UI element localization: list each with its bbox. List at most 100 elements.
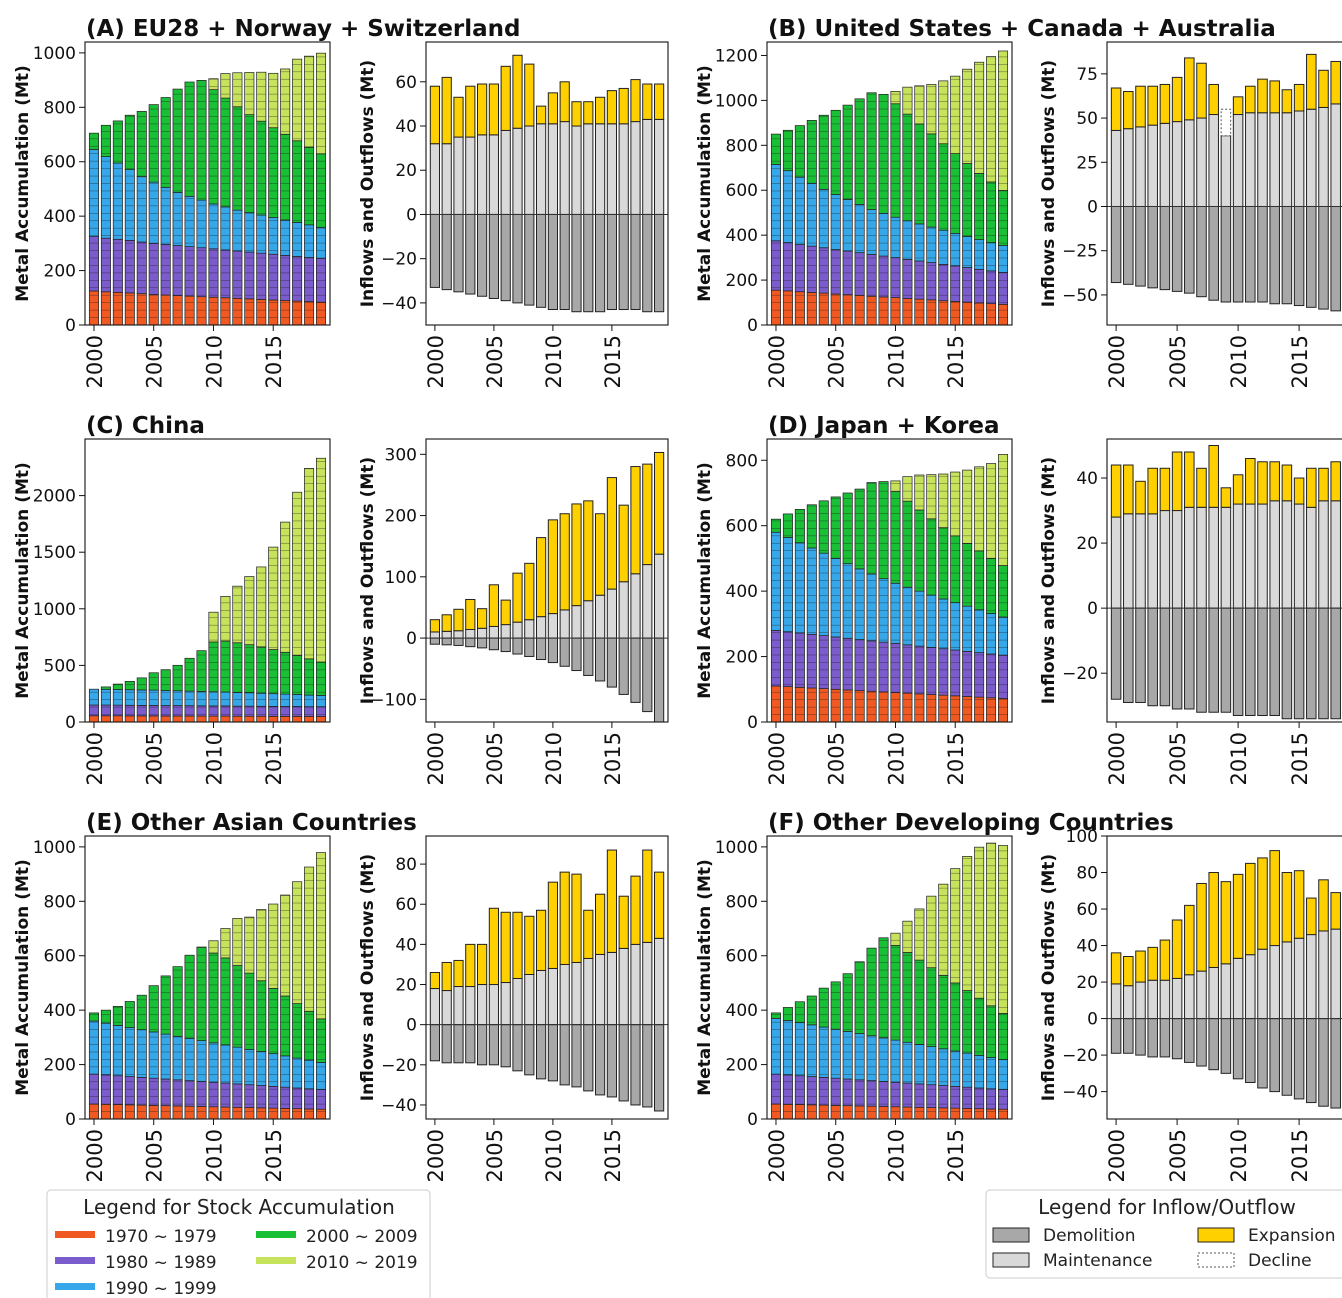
bar-2000-2009-2002 (794, 125, 805, 178)
bar-1970-1979-2014 (256, 715, 267, 723)
bar-demolition-2009 (1220, 607, 1232, 713)
bar-1990-1999-2011 (902, 586, 913, 646)
bar-demolition-2004 (1159, 607, 1171, 707)
bar-1980-1989-2019 (998, 272, 1009, 305)
bar-2000-2009-2006 (842, 973, 853, 1032)
bar-1990-1999-2018 (304, 694, 315, 708)
bar-2000-2009-2011 (220, 640, 231, 693)
y-tick-label: 400 (726, 1001, 758, 1021)
legend-stock-frame (46, 1189, 431, 1298)
y-tick-label: 600 (726, 181, 758, 201)
bar-1970-1979-2019 (998, 1108, 1009, 1120)
bar-expansion-2011 (1245, 85, 1256, 114)
bar-expansion-2013 (1269, 850, 1280, 947)
y-tick-label: 40 (1076, 937, 1098, 957)
bar-maintenance-2016 (1306, 934, 1317, 1020)
bar-1970-1979-2005 (830, 293, 841, 326)
y-tick-label: 200 (726, 1056, 758, 1076)
bar-2000-2009-2019 (998, 1013, 1009, 1061)
y-tick-label: 0 (747, 1110, 758, 1130)
y-tick-label: 800 (44, 98, 76, 118)
bar-demolition-2017 (630, 1024, 641, 1106)
bar-demolition-2004 (477, 1024, 488, 1066)
bar-demolition-2006 (500, 213, 511, 302)
bar-1970-1979-2011 (220, 297, 231, 326)
bar-2000-2009-2016 (280, 995, 291, 1057)
bar-1970-1979-2019 (998, 303, 1009, 326)
bar-maintenance-2009 (536, 969, 547, 1026)
bar-maintenance-2000 (1110, 129, 1122, 207)
x-tick-label: 2005 (825, 335, 849, 388)
x-tick-label: 2015 (944, 1129, 968, 1182)
bar-expansion-2013 (583, 909, 594, 959)
bar-expansion-2015 (606, 90, 617, 125)
bar-2010-2019-2010 (890, 91, 901, 105)
bar-1970-1979-2013 (244, 715, 255, 723)
bar-demolition-2015 (1293, 205, 1305, 307)
x-tick-label: 2010 (542, 1129, 566, 1182)
y-axis-label: Inflows and Outflows (Mt) (358, 457, 378, 704)
bar-expansion-2004 (477, 608, 488, 629)
bar-maintenance-2007 (512, 127, 523, 215)
bar-maintenance-2008 (524, 973, 535, 1026)
bar-expansion-2015 (1293, 477, 1305, 505)
bar-1970-1979-2001 (100, 715, 111, 723)
bar-2010-2019-2012 (232, 72, 243, 108)
bar-2010-2019-2015 (268, 546, 279, 650)
bar-1990-1999-2007 (854, 568, 865, 640)
bar-1970-1979-2015 (268, 715, 279, 723)
bar-2000-2009-2005 (830, 981, 841, 1030)
x-tick-label: 2000 (1105, 732, 1129, 785)
bar-1990-1999-2009 (196, 199, 207, 249)
legend-flow-label-maintenance: Maintenance (1043, 1251, 1152, 1271)
bar-expansion-2008 (1208, 83, 1219, 116)
bar-2010-2019-2011 (902, 920, 913, 953)
bar-expansion-2009 (1220, 487, 1232, 508)
legend-stock-swatch-2010s (256, 1257, 296, 1264)
bar-expansion-2012 (1257, 461, 1268, 505)
bar-2000-2009-2019 (316, 1018, 327, 1063)
bar-1970-1979-2011 (220, 715, 231, 723)
bar-1970-1979-2003 (806, 1104, 817, 1120)
bar-expansion-2014 (1281, 872, 1293, 943)
x-tick-label: 2000 (1105, 1129, 1129, 1182)
x-tick-label: 2010 (1227, 335, 1251, 388)
bar-expansion-2017 (1318, 879, 1329, 932)
bar-2000-2009-2011 (902, 952, 913, 1043)
chart-a-flow: −40 −20 0 20 40 60 2000 2005 2010 2015 Inflows and… (358, 41, 669, 388)
bar-1970-1979-2015 (268, 1107, 279, 1120)
bar-maintenance-2002 (1135, 126, 1146, 207)
bar-maintenance-2005 (488, 625, 499, 639)
bar-1990-1999-2000 (88, 149, 99, 237)
bar-1980-1989-2009 (878, 1081, 889, 1107)
x-tick-label: 2010 (542, 732, 566, 785)
bar-2010-2019-2017 (292, 58, 303, 142)
bar-1980-1989-2016 (962, 650, 973, 697)
x-tick-label: 2010 (885, 1129, 909, 1182)
bar-1980-1989-2011 (220, 1082, 231, 1108)
bar-expansion-2010 (1232, 873, 1244, 959)
bar-expansion-2005 (1171, 76, 1183, 123)
bar-expansion-2012 (1257, 857, 1268, 950)
bar-2010-2019-2011 (220, 73, 231, 99)
bar-1980-1989-2006 (842, 637, 853, 691)
y-axis-label: Inflows and Outflows (Mt) (1039, 457, 1059, 704)
y-tick-label: 20 (1076, 973, 1098, 993)
bar-2010-2019-2015 (950, 868, 961, 984)
bar-1990-1999-2013 (926, 1046, 937, 1086)
bar-1990-1999-2011 (902, 220, 913, 260)
bar-1980-1989-2015 (268, 1085, 279, 1109)
bar-expansion-2000 (1110, 87, 1122, 131)
bar-1980-1989-2015 (268, 253, 279, 301)
bar-1970-1979-2017 (974, 302, 985, 326)
bar-expansion-2004 (1159, 939, 1171, 981)
bar-2010-2019-2016 (962, 469, 973, 544)
bar-1990-1999-2012 (232, 1046, 243, 1085)
bar-1980-1989-2001 (782, 242, 793, 292)
bar-1980-1989-2008 (184, 1080, 195, 1107)
bar-2000-2009-2012 (914, 959, 925, 1045)
bar-1980-1989-2002 (112, 238, 123, 293)
bar-demolition-2010 (547, 1024, 558, 1082)
bar-expansion-2018 (642, 463, 653, 566)
bar-2010-2019-2015 (950, 471, 961, 537)
